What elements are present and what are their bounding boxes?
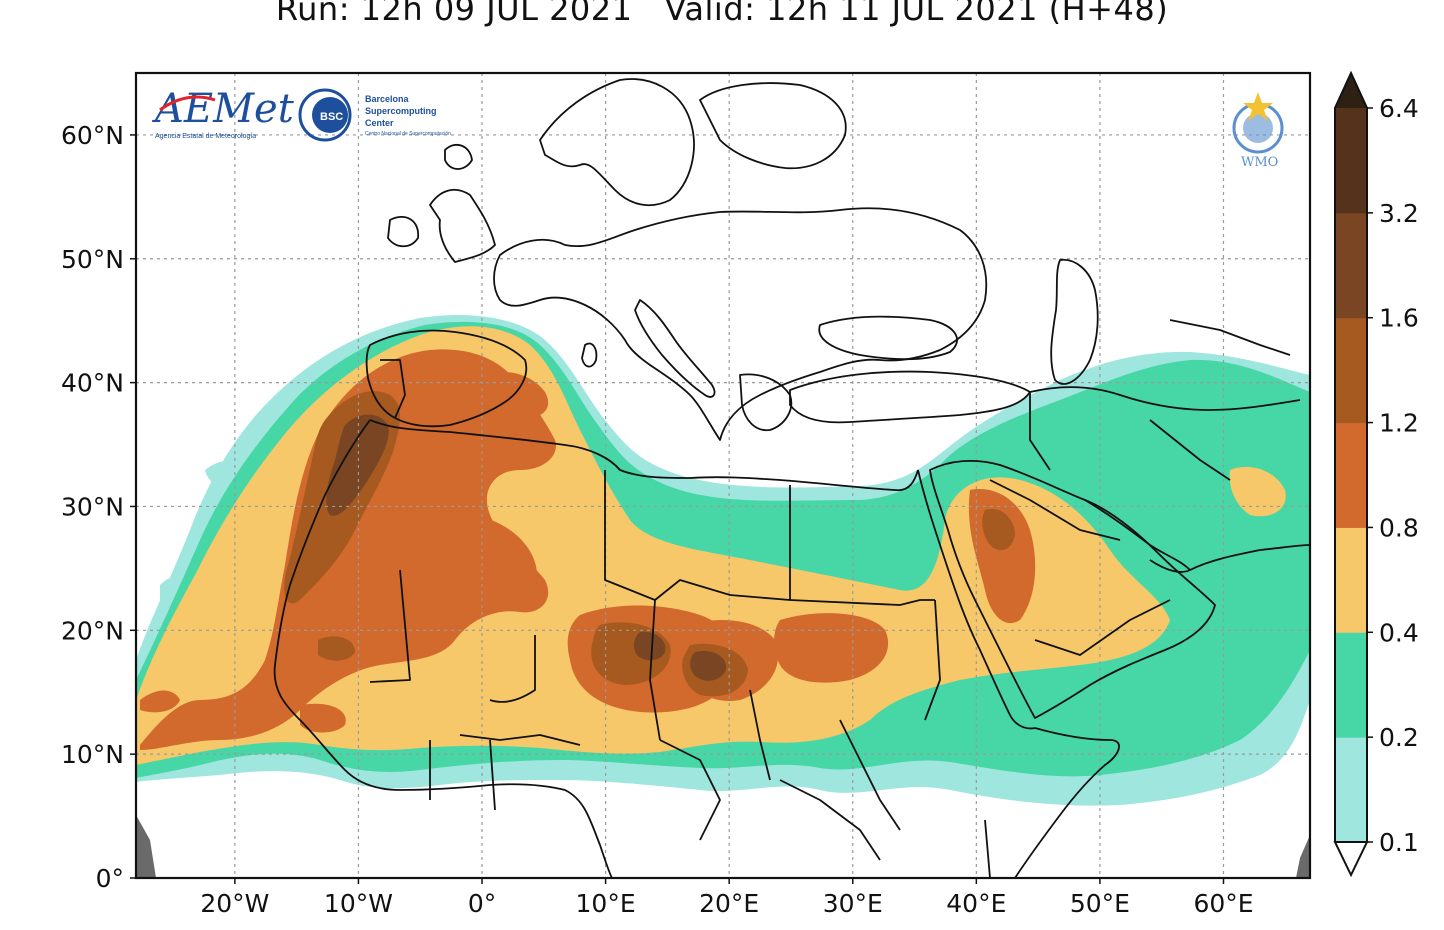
colorbar-label-0: 0.1 [1379, 828, 1419, 857]
lon-tick-label-8: 60°E [1193, 889, 1253, 918]
lat-tick-label-5: 50°N [61, 245, 124, 274]
map-frame [134, 71, 1312, 880]
lat-tick-label-6: 60°N [61, 121, 124, 150]
bsc-logo: BSC Barcelona Supercomputing Center Cent… [298, 88, 451, 142]
aemet-logo-subtitle: Agencia Estatal de Meteorología [155, 133, 256, 140]
map-title: Run: 12h 09 JUL 2021 Valid: 12h 11 JUL 2… [275, 0, 1169, 28]
aemet-logo: AEMet Agencia Estatal de Meteorología [151, 86, 295, 140]
aemet-logo-text: AEMet [151, 86, 295, 132]
lon-tick-label-7: 50°E [1070, 889, 1130, 918]
bsc-logo-mark: BSC [320, 111, 343, 123]
wmo-logo-text: WMO [1241, 155, 1278, 170]
bsc-logo-line2: Supercomputing [365, 106, 437, 116]
colorbar: 0.1 0.2 0.4 0.8 1.2 1.6 3.2 6.4 [1333, 70, 1419, 878]
colorbar-extend-bottom [1333, 841, 1369, 878]
lat-tick-label-4: 40°N [61, 369, 124, 398]
colorbar-label-4: 1.2 [1379, 409, 1419, 438]
coastlines-and-borders [273, 78, 1310, 878]
wmo-logo: WMO [1232, 92, 1284, 170]
lat-tick-label-1: 10°N [61, 740, 124, 769]
colorbar-segment-4 [1335, 317, 1367, 424]
lon-tick-label-6: 40°E [946, 889, 1006, 918]
lon-tick-label-3: 10°E [576, 889, 636, 918]
colorbar-label-5: 1.6 [1379, 304, 1419, 333]
lon-tick-label-5: 30°E [823, 889, 883, 918]
latitude-ticks: 0° 10°N 20°N 30°N 40°N 50°N 60°N [61, 121, 136, 893]
colorbar-label-7: 6.4 [1379, 94, 1419, 123]
bsc-logo-subline: Centro Nacional de Supercomputación [365, 131, 451, 137]
lon-tick-label-0: 20°W [200, 889, 269, 918]
lon-tick-label-4: 20°E [699, 889, 759, 918]
lon-tick-label-1: 10°W [324, 889, 393, 918]
lat-tick-label-2: 20°N [61, 616, 124, 645]
colorbar-segment-3 [1335, 422, 1367, 528]
missing-data-right [1296, 835, 1310, 878]
colorbar-extend-top [1335, 73, 1367, 108]
colorbar-outline [1334, 70, 1368, 842]
colorbar-segment-2 [1335, 527, 1367, 633]
lat-tick-label-0: 0° [96, 864, 124, 893]
missing-data-left [136, 815, 156, 878]
bsc-logo-line1: Barcelona [365, 94, 410, 104]
colorbar-segment-6 [1335, 108, 1367, 214]
colorbar-segment-0 [1335, 737, 1367, 843]
colorbar-segment-5 [1335, 212, 1367, 319]
colorbar-label-2: 0.4 [1379, 618, 1419, 647]
colorbar-label-6: 3.2 [1379, 199, 1419, 228]
map-gridlines [136, 73, 1310, 878]
colorbar-label-3: 0.8 [1379, 513, 1419, 542]
dust-level-1.6 [326, 414, 727, 681]
bsc-logo-line3: Center [365, 118, 394, 128]
lon-tick-label-2: 0° [468, 889, 496, 918]
longitude-ticks: 20°W 10°W 0° 10°E 20°E 30°E 40°E 50°E 60°E [200, 878, 1254, 918]
colorbar-segment-1 [1335, 632, 1367, 738]
colorbar-label-1: 0.2 [1379, 723, 1419, 752]
lat-tick-label-3: 30°N [61, 492, 124, 521]
